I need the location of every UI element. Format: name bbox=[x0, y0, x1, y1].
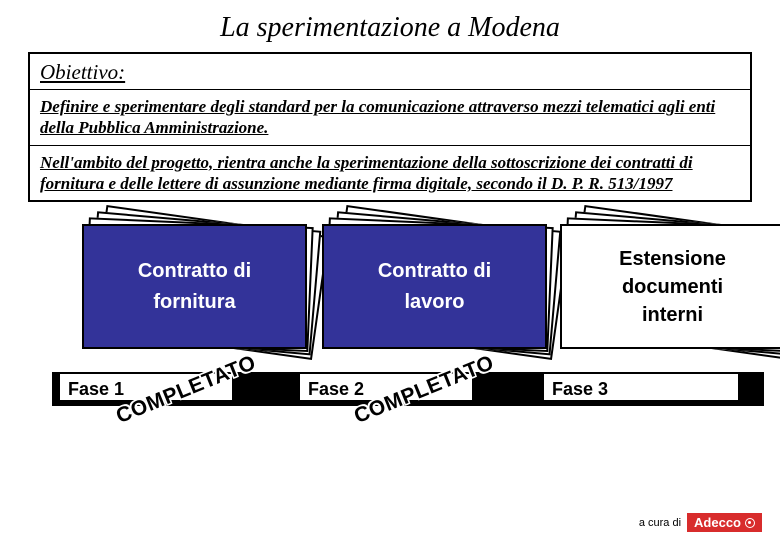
brand-badge: Adecco bbox=[687, 513, 762, 532]
phase-card-front: Contratto di lavoro bbox=[322, 224, 547, 349]
card-line: Estensione bbox=[562, 245, 780, 273]
phase-card-1: Contratto di fornitura bbox=[82, 224, 312, 354]
card-line: fornitura bbox=[84, 287, 305, 318]
card-line: Contratto di bbox=[84, 256, 305, 287]
page-title: La sperimentazione a Modena bbox=[0, 0, 780, 52]
phase-card-front: Contratto di fornitura bbox=[82, 224, 307, 349]
card-line: documenti bbox=[562, 273, 780, 301]
objective-para-2: Nell'ambito del progetto, rientra anche … bbox=[30, 145, 750, 201]
phase-label-3: Fase 3 bbox=[542, 372, 740, 402]
footer-credit: a cura di bbox=[639, 517, 681, 529]
objective-header: Obiettivo: bbox=[30, 54, 750, 90]
phase-card-front: Estensione documenti interni bbox=[560, 224, 780, 349]
objective-box: Obiettivo: Definire e sperimentare degli… bbox=[28, 52, 752, 202]
brand-text: Adecco bbox=[694, 515, 741, 530]
footer: a cura di Adecco bbox=[639, 513, 762, 532]
phases-diagram: Contratto di fornitura Contratto di lavo… bbox=[20, 224, 760, 454]
card-line: interni bbox=[562, 301, 780, 329]
brand-icon bbox=[745, 518, 755, 528]
phase-card-3: Estensione documenti interni bbox=[560, 224, 780, 354]
card-line: Contratto di bbox=[324, 256, 545, 287]
card-line: lavoro bbox=[324, 287, 545, 318]
phase-card-2: Contratto di lavoro bbox=[322, 224, 552, 354]
objective-para-1: Definire e sperimentare degli standard p… bbox=[30, 90, 750, 145]
